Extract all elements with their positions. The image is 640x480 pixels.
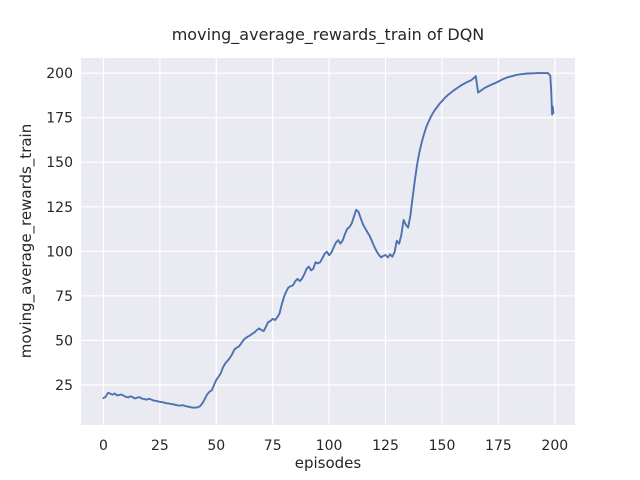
x-tick-label: 75 [264, 438, 282, 454]
x-axis-label: episodes [294, 454, 362, 472]
chart-title: moving_average_rewards_train of DQN [171, 25, 485, 44]
y-tick-label: 50 [55, 333, 73, 349]
y-tick-label: 175 [46, 111, 73, 127]
y-tick-label: 25 [55, 378, 73, 394]
y-tick-label: 100 [46, 244, 73, 260]
x-tick-label: 100 [316, 438, 343, 454]
x-tick-label: 0 [99, 438, 108, 454]
y-tick-label: 75 [55, 289, 73, 305]
x-tick-label: 200 [541, 438, 568, 454]
x-tick-label: 150 [429, 438, 456, 454]
y-tick-label: 150 [46, 155, 73, 171]
plot-area [81, 58, 575, 425]
x-tick-label: 175 [485, 438, 512, 454]
series-line [102, 72, 555, 409]
x-tick-label: 25 [151, 438, 169, 454]
x-tick-label: 50 [207, 438, 225, 454]
y-axis-label: moving_average_rewards_train [17, 123, 35, 359]
y-tick-label: 125 [46, 200, 73, 216]
y-tick-label: 200 [46, 66, 73, 82]
x-tick-label: 125 [372, 438, 399, 454]
